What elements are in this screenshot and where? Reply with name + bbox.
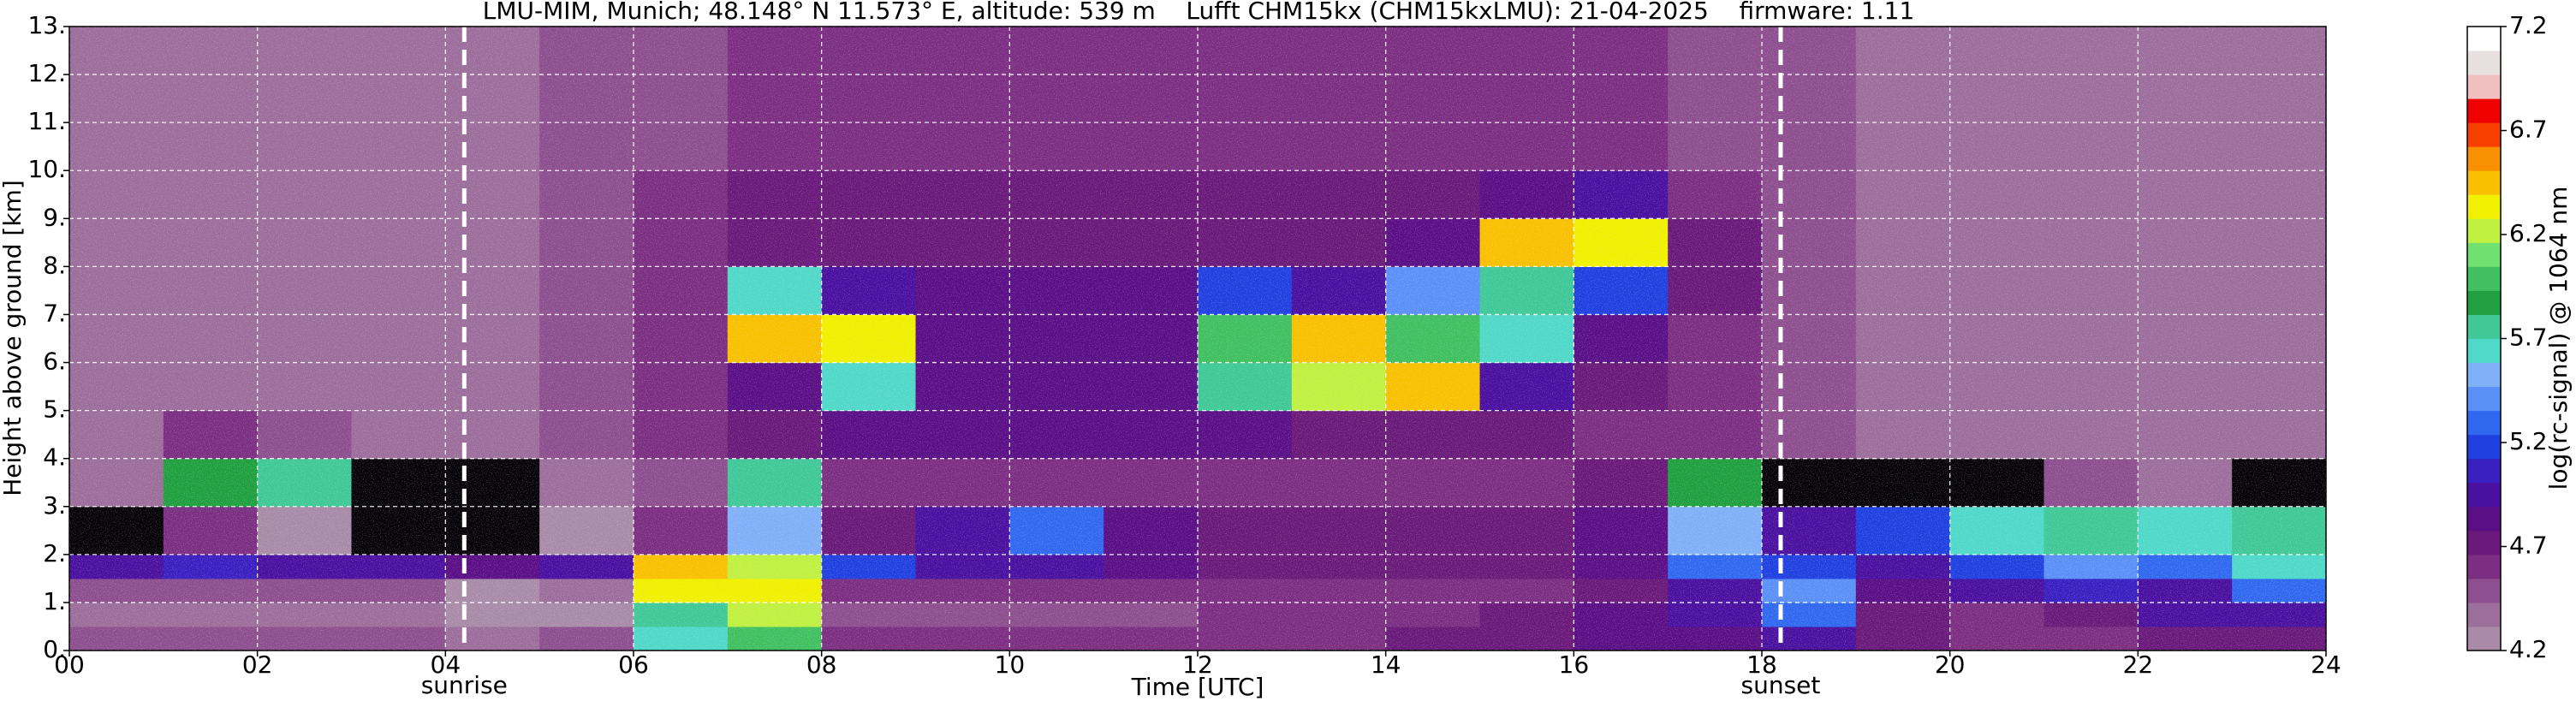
y-tick-label: 8. [43,251,66,279]
x-tick-label: 08 [806,651,837,679]
colorbar-swatch [2467,434,2501,460]
colorbar-swatch [2467,50,2501,75]
colorbar-swatch [2467,338,2501,364]
x-tick-label: 12 [1182,651,1213,679]
colorbar-swatch [2467,242,2501,267]
colorbar-swatch [2467,98,2501,123]
x-tick-label: 06 [618,651,649,679]
overlay [63,26,2327,656]
x-tick-label: 16 [1559,651,1590,679]
colorbar-tick-label: 4.2 [2509,635,2548,663]
x-tick-label: 04 [431,651,461,679]
y-tick-label: 12. [27,59,66,87]
colorbar-swatch [2467,218,2501,243]
x-tick-label: 02 [242,651,273,679]
colorbar-tick-label: 7.2 [2509,11,2548,39]
colorbar-tick-label: 6.2 [2509,219,2548,247]
colorbar-swatch [2467,530,2501,556]
colorbar-label: log(rc-signal) @ 1064 nm [2544,187,2573,490]
colorbar-swatch [2467,458,2501,484]
chart-title: LMU-MIM, Munich; 48.148° N 11.573° E, al… [483,0,1915,25]
x-axis-label: Time [UTC] [1131,673,1264,701]
x-tick-label: 18 [1746,651,1777,679]
colorbar-swatch [2467,602,2501,627]
colorbar-swatch [2467,74,2501,99]
event-label: sunset [1741,671,1821,699]
y-tick-label: 1. [43,587,66,615]
y-tick-label: 4. [43,443,66,472]
colorbar-swatch [2467,482,2501,508]
y-tick-label: 3. [43,491,66,520]
colorbar-swatch [2467,194,2501,219]
colorbar-swatch [2467,578,2501,603]
colorbar-tick-label: 4.7 [2509,532,2548,560]
x-tick-label: 22 [2123,651,2154,679]
x-tick-label: 24 [2311,651,2341,679]
plot-frame [68,26,2327,651]
y-tick-label: 0. [43,635,66,663]
y-tick-label: 6. [43,348,66,376]
y-tick-label: 9. [43,203,66,231]
colorbar-swatch [2467,122,2501,147]
colorbar-swatch [2467,410,2501,436]
colorbar-tick-label: 5.2 [2509,427,2548,455]
colorbar-swatch [2467,626,2501,651]
event-label: sunrise [421,671,508,699]
y-tick-label: 10. [27,155,66,183]
colorbar-swatch [2467,506,2501,532]
y-axis-label: Height above ground [km] [0,180,27,496]
x-tick-label: 00 [54,651,85,679]
colorbar-tick-label: 6.7 [2509,116,2548,144]
colorbar-swatch [2467,362,2501,388]
x-tick-label: 10 [995,651,1026,679]
y-tick-label: 7. [43,299,66,327]
y-tick-label: 5. [43,395,66,424]
colorbar-swatch [2467,290,2501,315]
colorbar-swatch [2467,146,2501,171]
colorbar-swatch [2467,314,2501,339]
colorbar-tick-label: 5.7 [2509,324,2548,352]
y-tick-label: 11. [27,107,66,135]
colorbar-swatch [2467,554,2501,579]
colorbar-swatch [2467,386,2501,412]
y-tick-label: 2. [43,539,66,567]
colorbar-swatch [2467,266,2501,291]
x-tick-label: 14 [1371,651,1401,679]
colorbar-swatch [2467,170,2501,195]
x-tick-label: 20 [1935,651,1966,679]
colorbar-swatch [2467,27,2501,51]
y-tick-label: 13. [27,11,66,39]
